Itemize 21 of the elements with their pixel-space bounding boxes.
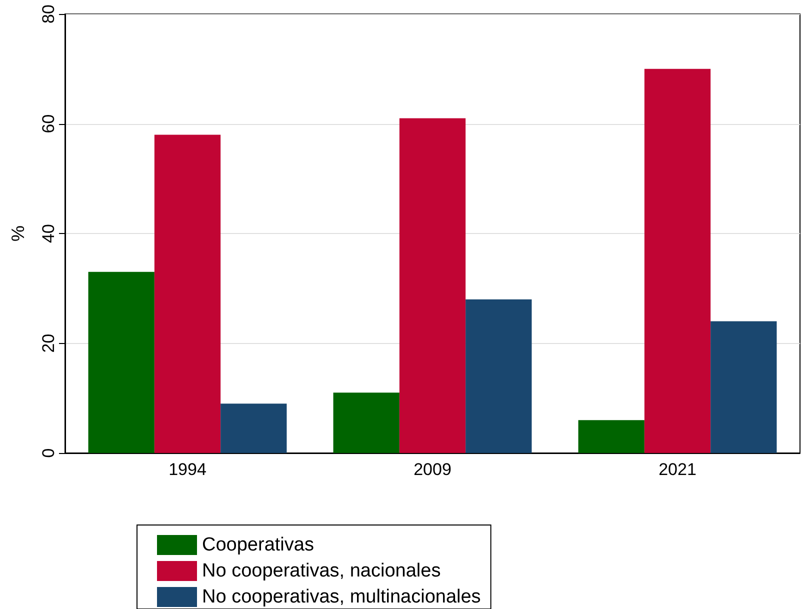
legend-label: Cooperativas [202, 534, 314, 556]
bar [333, 392, 400, 453]
bar [88, 272, 154, 453]
bar [578, 420, 644, 453]
y-tick-label: 20 [39, 334, 58, 353]
legend-label: No cooperativas, nacionales [202, 560, 441, 582]
legend-label: No cooperativas, multinacionales [202, 586, 481, 608]
y-tick-label: 60 [39, 114, 58, 134]
y-tick-label: 0 [39, 448, 58, 458]
bar [466, 299, 532, 453]
y-tick-label: 40 [39, 224, 58, 243]
x-tick-label: 2021 [658, 460, 696, 479]
x-tick-label: 2009 [414, 460, 452, 479]
bar [710, 321, 777, 453]
bar [154, 134, 221, 453]
bar [399, 118, 466, 453]
x-tick-label: 1994 [168, 460, 206, 479]
y-tick-label: 80 [39, 4, 58, 24]
y-axis-title: % [8, 225, 28, 242]
bar [644, 68, 711, 453]
bar [220, 404, 287, 453]
